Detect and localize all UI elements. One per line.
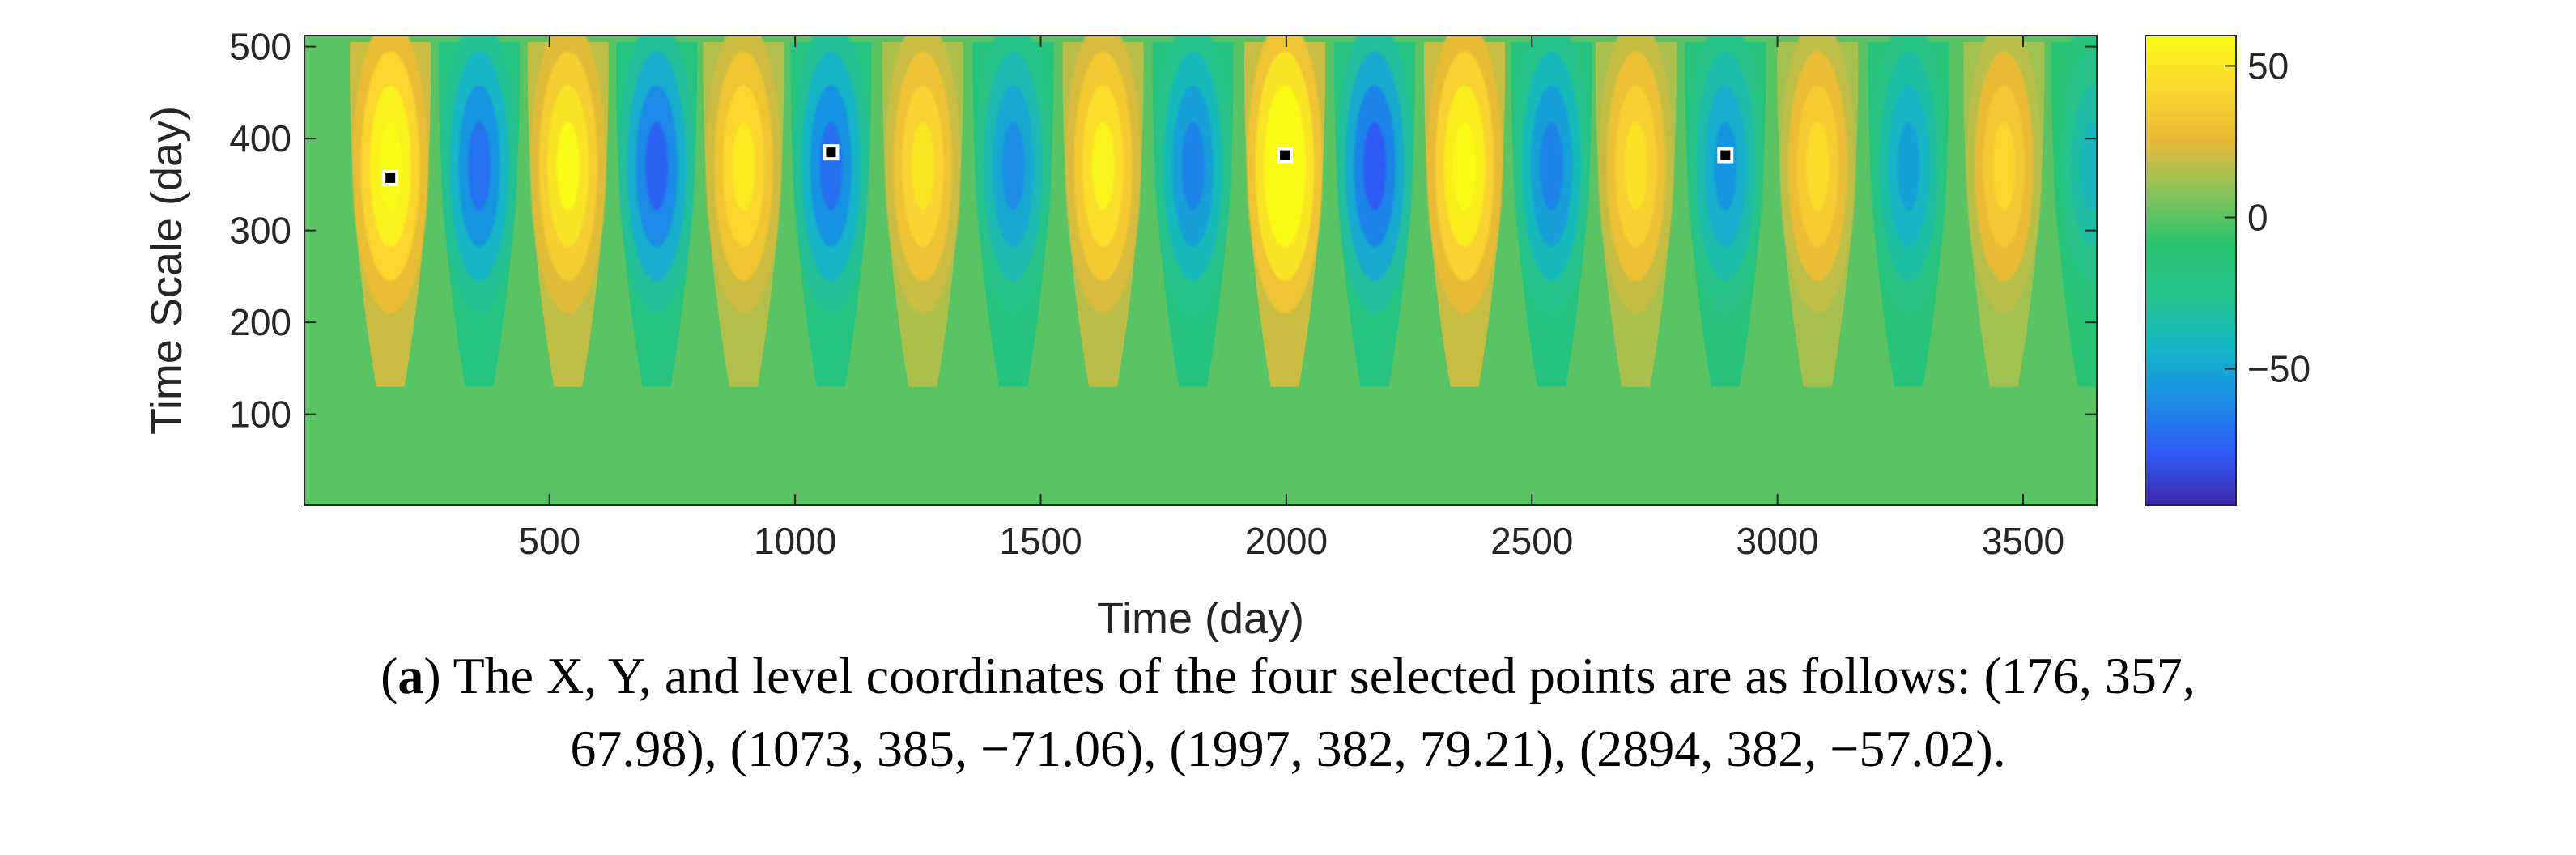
colorbar-tick-label: −50: [2247, 348, 2310, 390]
y-tick-label: 300: [229, 210, 291, 252]
negative-cell: [972, 36, 1054, 387]
selected-point-marker: [823, 144, 840, 161]
selected-point-markers: [382, 144, 1734, 186]
contour-level: [556, 121, 580, 211]
positive-cell: [1424, 36, 1506, 387]
negative-cell: [1334, 36, 1416, 387]
x-tick-label: 1500: [999, 520, 1082, 562]
positive-cell: [350, 36, 431, 387]
negative-cell: [1685, 36, 1766, 387]
positive-cell: [1062, 36, 1144, 387]
x-tick-label: 2500: [1490, 520, 1573, 562]
selected-point-marker: [1277, 147, 1294, 164]
contour-level: [1714, 121, 1737, 211]
caption-line-2: 67.98), (1073, 385, −71.06), (1997, 382,…: [570, 720, 2006, 777]
contour-level: [1453, 121, 1477, 211]
plot-frame: [304, 35, 2098, 506]
plot-area: [304, 35, 2098, 506]
contour-level: [1363, 121, 1387, 211]
selected-point-marker: [382, 169, 399, 186]
x-axis-label: Time (day): [1097, 594, 1304, 643]
negative-cell: [2051, 36, 2097, 387]
contour-level: [1624, 121, 1647, 211]
contour-level: [1540, 121, 1563, 211]
negative-cell: [616, 36, 698, 387]
contour-level: [819, 121, 843, 211]
contour-level: [379, 121, 402, 211]
y-tick-label: 200: [229, 301, 291, 343]
colorbar-ticks: 50 0 −50: [2225, 45, 2310, 390]
contour-level: [732, 121, 755, 211]
y-tick-label: 100: [229, 393, 291, 436]
x-tick-label: 1000: [754, 520, 836, 562]
x-tick-label: 3500: [1982, 520, 2064, 562]
positive-cell: [703, 36, 784, 387]
figure-caption: (a) The X, Y, and level coordinates of t…: [380, 647, 2196, 777]
y-tick-label: 400: [229, 117, 291, 160]
colorbar-tick-label: 50: [2247, 45, 2289, 87]
colorbar-gradient: [2145, 35, 2237, 506]
colorbar-tick-label: 0: [2247, 197, 2268, 239]
colorbar: 50 0 −50: [2145, 35, 2310, 506]
contour-cells: [350, 36, 2097, 387]
negative-cell: [1868, 36, 1949, 387]
positive-cell: [527, 36, 609, 387]
x-axis: 500 1000 1500 2000 2500 3000 3500: [518, 36, 2064, 562]
x-tick-label: 3000: [1736, 520, 1818, 562]
negative-cell: [790, 36, 872, 387]
x-tick-label: 500: [518, 520, 580, 562]
contour-level: [468, 121, 491, 211]
contour-level: [1001, 121, 1025, 211]
contour-level: [645, 121, 668, 211]
positive-cell: [1595, 36, 1677, 387]
contour-level: [1181, 121, 1205, 211]
positive-cell: [882, 36, 963, 387]
contour-level: [911, 121, 934, 211]
y-tick-label: 500: [229, 26, 291, 68]
y-axis: 100 200 300 400 500: [229, 26, 2097, 436]
contour-level: [1273, 121, 1297, 211]
positive-cell: [1963, 36, 2045, 387]
caption-line-1: ) The X, Y, and level coordinates of the…: [423, 647, 2196, 704]
contour-level: [2080, 121, 2097, 211]
contour-level: [1897, 121, 1920, 211]
caption-label: a: [397, 647, 424, 704]
negative-cell: [438, 36, 521, 387]
contour-level: [1091, 121, 1115, 211]
positive-cell: [1244, 36, 1326, 387]
contour-level: [1992, 121, 2016, 211]
y-axis-label: Time Scale (day): [142, 106, 191, 435]
negative-cell: [1511, 36, 1592, 387]
negative-cell: [1152, 36, 1234, 387]
selected-point-marker: [1717, 147, 1734, 164]
positive-cell: [1777, 36, 1859, 387]
x-tick-label: 2000: [1245, 520, 1328, 562]
contour-level: [1806, 121, 1830, 211]
